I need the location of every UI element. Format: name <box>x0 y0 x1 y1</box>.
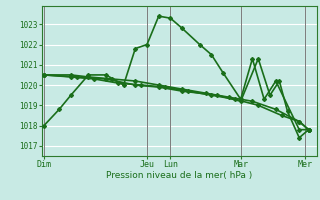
X-axis label: Pression niveau de la mer( hPa ): Pression niveau de la mer( hPa ) <box>106 171 252 180</box>
